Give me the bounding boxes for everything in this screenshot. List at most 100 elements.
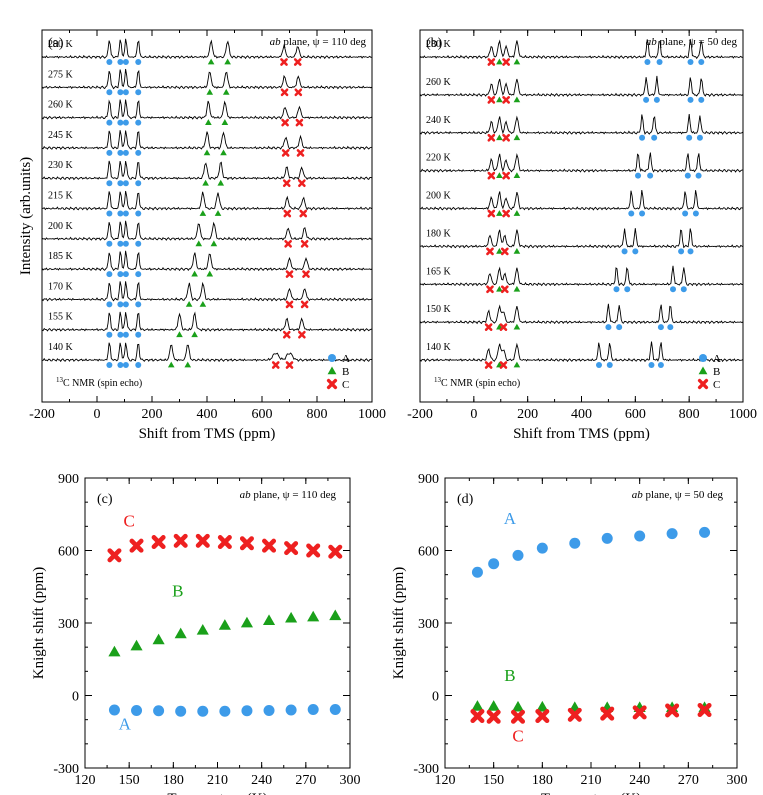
panel-a-spectra: -200 0 200 400 600 800 1000 (a) ab plane, ψ = 11… [18, 29, 386, 442]
d-point-C [567, 707, 582, 722]
a-trace-200K: 200 K [41, 220, 373, 248]
b-marker-A [647, 172, 654, 179]
b-marker-B [496, 172, 503, 179]
b-marker-A [606, 362, 613, 368]
b-xtick-label: 1000 [729, 407, 757, 422]
a-trace-line [41, 38, 373, 60]
b-legend-label-B: B [713, 366, 720, 378]
a-marker-A [122, 240, 129, 247]
b-trace-line [419, 114, 744, 135]
c-point-A [219, 705, 231, 717]
a-legend-marker-C [326, 378, 338, 390]
a-method-note: 13C NMR (spin echo) [56, 376, 142, 389]
b-legend-marker-C [697, 378, 709, 390]
a-temp-label: 275 K [48, 69, 74, 80]
d-xlabel: Temperature (K) [541, 791, 641, 795]
a-xlabel: Shift from TMS (ppm) [139, 426, 276, 442]
b-marker-C [487, 209, 496, 218]
b-xtick-label: 200 [517, 407, 538, 422]
c-point-B [108, 645, 121, 657]
a-marker-C [299, 209, 308, 218]
c-point-C [107, 548, 122, 563]
a-marker-B [224, 58, 231, 65]
c-title-italic: ab [240, 489, 252, 501]
c-point-B [174, 627, 187, 639]
b-marker-A [621, 248, 628, 255]
b-marker-A [692, 210, 699, 217]
a-marker-C [295, 118, 304, 127]
a-marker-A [117, 119, 124, 126]
a-marker-A [106, 89, 113, 96]
a-marker-C [298, 179, 306, 188]
c-point-A [153, 705, 165, 717]
b-marker-B [513, 323, 521, 330]
b-marker-A [635, 172, 642, 179]
b-title-rest: plane, ψ = 50 deg [657, 36, 738, 48]
c-point-C [129, 538, 144, 553]
a-temp-label: 260 K [48, 100, 74, 111]
c-point-A [285, 704, 297, 716]
panel-c-knight-shift: 120 150 180 210 240 270 300 -300 0 300 600 900 (c) ab… [31, 472, 361, 795]
c-point-A [175, 705, 187, 717]
a-trace-line [41, 130, 373, 150]
c-xtick-label: 120 [75, 773, 96, 788]
b-marker-A [643, 96, 650, 103]
d-ytick-label: -300 [413, 762, 439, 777]
c-point-B [329, 609, 342, 621]
b-marker-B [513, 134, 521, 141]
a-marker-B [217, 179, 225, 186]
a-marker-B [191, 270, 198, 277]
a-temp-label: 290 K [48, 39, 74, 50]
c-series-A [108, 704, 341, 717]
c-point-C [195, 533, 210, 548]
a-marker-B [195, 240, 203, 247]
a-trace-260K: 260 K [41, 99, 373, 127]
a-marker-B [199, 300, 207, 307]
b-marker-C [502, 209, 510, 218]
b-trace-line [419, 39, 744, 60]
a-trace-line [41, 99, 373, 120]
d-point-B [536, 700, 549, 712]
c-point-B [262, 614, 276, 625]
a-marker-A [122, 271, 129, 278]
a-legend-label-C: C [342, 379, 349, 391]
a-trace-line [42, 160, 373, 181]
b-marker-B [513, 361, 521, 368]
b-marker-A [632, 248, 639, 255]
a-ylabel: Intensity (arb.units) [18, 157, 34, 275]
a-marker-A [117, 301, 124, 308]
c-point-C [328, 544, 343, 559]
a-marker-B [205, 119, 212, 125]
b-note-text: NMR (spin echo) [448, 378, 521, 389]
a-xtick-label: 200 [142, 407, 163, 422]
a-title-rest: plane, ψ = 110 deg [281, 36, 367, 48]
c-title-rest: plane, ψ = 110 deg [251, 489, 337, 501]
b-marker-A [686, 134, 693, 141]
a-marker-A [135, 180, 142, 187]
b-xtick-label: 800 [679, 407, 700, 422]
b-marker-A [687, 59, 694, 65]
b-legend-label-A: A [713, 353, 721, 365]
d-series-label-B: B [504, 666, 515, 685]
b-marker-B [496, 58, 503, 65]
panel-b-spectra: -200 0 200 400 600 800 1000 (b) ab plane, ψ = 50… [407, 29, 757, 442]
a-temp-label: 245 K [48, 130, 74, 141]
b-marker-A [616, 324, 623, 331]
d-point-B [487, 700, 500, 711]
a-marker-A [122, 149, 129, 156]
a-marker-A [106, 271, 113, 278]
a-marker-A [122, 301, 129, 308]
b-trace-165K: 165 K [419, 265, 743, 294]
d-point-A [634, 530, 646, 542]
a-temp-label: 215 K [48, 191, 74, 202]
c-ytick-label: 900 [58, 472, 79, 487]
a-marker-A [135, 119, 142, 126]
c-point-C [284, 541, 299, 556]
c-point-B [307, 610, 320, 622]
a-marker-B [203, 149, 211, 156]
a-note-sup: 13 [56, 376, 64, 384]
d-panel-label: (d) [457, 492, 474, 507]
d-point-A [569, 537, 581, 549]
b-marker-A [639, 210, 646, 217]
c-series-B [108, 609, 342, 657]
